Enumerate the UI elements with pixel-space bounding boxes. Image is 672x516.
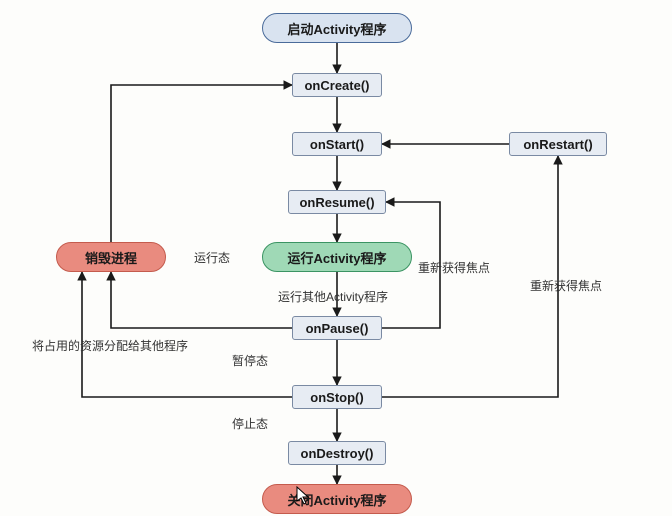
- label-regain1: 重新获得焦点: [418, 259, 490, 276]
- node-onResume: onResume(): [288, 190, 386, 214]
- label-stopState: 停止态: [232, 415, 268, 432]
- node-start: 启动Activity程序: [262, 13, 412, 43]
- edge-destroy-onCreate: [111, 85, 292, 242]
- node-onStop: onStop(): [292, 385, 382, 409]
- label-pauseState: 暂停态: [232, 352, 268, 369]
- node-close: 关闭Activity程序: [262, 484, 412, 514]
- cursor-icon: [296, 486, 312, 506]
- edge-onPause-destroy: [111, 272, 292, 328]
- node-onStart: onStart(): [292, 132, 382, 156]
- node-running: 运行Activity程序: [262, 242, 412, 272]
- label-runOther: 运行其他Activity程序: [278, 288, 388, 305]
- node-destroy: 销毁进程: [56, 242, 166, 272]
- node-onDestroy: onDestroy(): [288, 441, 386, 465]
- label-runState: 运行态: [194, 249, 230, 266]
- node-onPause: onPause(): [292, 316, 382, 340]
- node-onCreate: onCreate(): [292, 73, 382, 97]
- label-regain2: 重新获得焦点: [530, 277, 602, 294]
- label-allocRes: 将占用的资源分配给其他程序: [32, 337, 188, 354]
- edge-onStop-destroy: [82, 272, 292, 397]
- node-onRestart: onRestart(): [509, 132, 607, 156]
